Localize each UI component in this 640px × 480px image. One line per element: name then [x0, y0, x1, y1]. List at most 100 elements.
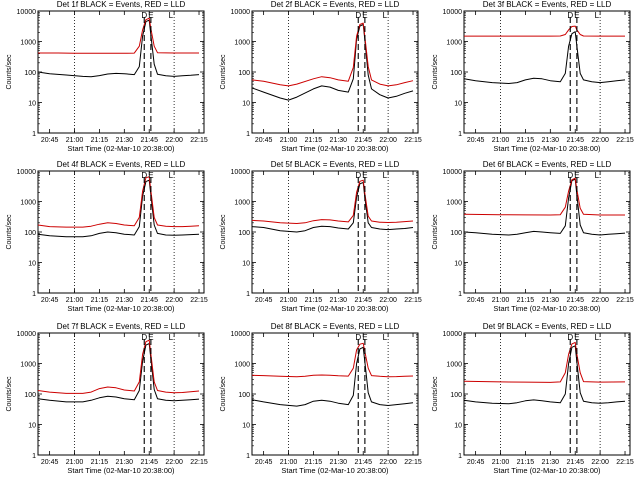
- x-tick-label: 21:30: [116, 297, 134, 304]
- y-tick-label: 100: [238, 392, 250, 399]
- marker-label-L: L: [383, 171, 388, 180]
- x-tick-label: 20:45: [41, 137, 59, 144]
- marker-label-D: D: [141, 11, 147, 20]
- y-tick-label: 100: [450, 392, 462, 399]
- x-tick-label: 21:15: [517, 459, 535, 466]
- marker-label-L: L: [595, 333, 600, 342]
- y-tick-label: 100: [450, 70, 462, 77]
- marker-label-E: E: [574, 11, 579, 20]
- x-tick-label: 21:00: [280, 459, 298, 466]
- y-tick-label: 10: [454, 423, 462, 430]
- y-axis-label: Counts/sec: [6, 214, 13, 250]
- x-tick-label: 20:45: [255, 297, 273, 304]
- events-series-line: [37, 19, 200, 78]
- x-tick-label: 21:45: [354, 459, 372, 466]
- x-tick-label: 21:00: [492, 459, 510, 466]
- chart-title: Det 3f BLACK = Events, RED = LLD: [483, 0, 612, 9]
- y-tick-label: 1: [246, 131, 250, 138]
- x-tick-label: 22:00: [379, 297, 397, 304]
- x-tick-label: 22:00: [591, 459, 609, 466]
- marker-label-D: D: [355, 333, 361, 342]
- x-tick-label: 21:45: [566, 137, 584, 144]
- chart-title: Det 2f BLACK = Events, RED = LLD: [271, 0, 400, 9]
- y-axis-label: Counts/sec: [6, 376, 13, 412]
- x-tick-label: 21:30: [116, 137, 134, 144]
- marker-label-L: L: [383, 11, 388, 20]
- y-tick-label: 10000: [443, 9, 463, 16]
- x-tick-label: 20:45: [467, 297, 485, 304]
- marker-label-L: L: [595, 11, 600, 20]
- chart-panel-8: Det 8f BLACK = Events, RED = LLD 1 10 100 10…: [220, 322, 422, 475]
- y-axis-label: Counts/sec: [220, 54, 227, 90]
- x-tick-label: 21:45: [140, 459, 158, 466]
- y-tick-label: 1: [32, 131, 36, 138]
- x-tick-label: 21:15: [305, 137, 323, 144]
- y-tick-label: 1000: [446, 200, 462, 207]
- x-axis-label: Start Time (02-Mar-10 20:38:00): [493, 466, 601, 475]
- x-tick-label: 22:00: [165, 459, 183, 466]
- y-tick-label: 10: [242, 261, 250, 268]
- y-tick-label: 1000: [234, 362, 250, 369]
- y-tick-label: 100: [24, 230, 36, 237]
- x-tick-label: 21:15: [91, 137, 109, 144]
- y-tick-label: 1: [458, 453, 462, 460]
- x-tick-label: 21:00: [66, 459, 84, 466]
- events-series-line: [463, 31, 626, 84]
- x-tick-label: 20:45: [255, 137, 273, 144]
- y-tick-label: 1: [32, 453, 36, 460]
- lld-series-line: [37, 339, 200, 394]
- x-tick-label: 20:45: [467, 137, 485, 144]
- y-tick-label: 10: [242, 423, 250, 430]
- lld-series-line: [464, 25, 625, 37]
- y-tick-label: 100: [24, 392, 36, 399]
- y-tick-label: 100: [450, 230, 462, 237]
- x-tick-label: 21:30: [116, 459, 134, 466]
- x-tick-label: 22:15: [616, 459, 634, 466]
- x-tick-label: 21:45: [140, 297, 158, 304]
- y-tick-label: 10000: [443, 169, 463, 176]
- marker-label-E: E: [148, 11, 153, 20]
- x-axis-label: Start Time (02-Mar-10 20:38:00): [67, 466, 175, 475]
- y-tick-label: 10000: [443, 331, 463, 338]
- y-axis-label: Counts/sec: [432, 214, 439, 250]
- chart-panel-1: Det 1f BLACK = Events, RED = LLD 1 10 100 10…: [6, 0, 208, 153]
- y-tick-label: 1: [32, 291, 36, 298]
- x-tick-label: 21:45: [566, 297, 584, 304]
- chart-panel-3: Det 3f BLACK = Events, RED = LLD 1 10 100 10…: [432, 0, 634, 153]
- x-axis-label: Start Time (02-Mar-10 20:38:00): [493, 144, 601, 153]
- x-tick-label: 22:00: [379, 137, 397, 144]
- chart-panel-2: Det 2f BLACK = Events, RED = LLD 1 10 100 10…: [220, 0, 422, 153]
- events-series-line: [37, 343, 200, 403]
- chart-title: Det 6f BLACK = Events, RED = LLD: [483, 160, 612, 169]
- events-series-line: [37, 179, 200, 238]
- chart-title: Det 5f BLACK = Events, RED = LLD: [271, 160, 400, 169]
- y-tick-label: 100: [24, 70, 36, 77]
- chart-title: Det 9f BLACK = Events, RED = LLD: [483, 322, 612, 331]
- chart-title: Det 7f BLACK = Events, RED = LLD: [57, 322, 186, 331]
- events-series-line: [251, 346, 414, 407]
- y-tick-label: 100: [238, 230, 250, 237]
- x-axis-label: Start Time (02-Mar-10 20:38:00): [67, 144, 175, 153]
- chart-panel-5: Det 5f BLACK = Events, RED = LLD 1 10 100 10…: [220, 160, 422, 313]
- lld-series-line: [37, 176, 200, 228]
- x-tick-label: 21:30: [542, 137, 560, 144]
- marker-label-E: E: [362, 11, 367, 20]
- lld-series-line: [38, 17, 199, 54]
- x-tick-label: 22:15: [190, 459, 208, 466]
- x-tick-label: 21:15: [91, 297, 109, 304]
- chart-title: Det 4f BLACK = Events, RED = LLD: [57, 160, 186, 169]
- x-tick-label: 22:15: [616, 137, 634, 144]
- x-tick-label: 22:00: [165, 297, 183, 304]
- x-tick-label: 21:00: [280, 297, 298, 304]
- chart-title: Det 8f BLACK = Events, RED = LLD: [271, 322, 400, 331]
- x-tick-label: 21:15: [517, 297, 535, 304]
- events-series-line: [251, 182, 414, 233]
- y-tick-label: 10000: [231, 9, 251, 16]
- x-axis-label: Start Time (02-Mar-10 20:38:00): [493, 304, 601, 313]
- marker-label-L: L: [169, 171, 174, 180]
- marker-label-L: L: [169, 11, 174, 20]
- x-axis-label: Start Time (02-Mar-10 20:38:00): [281, 466, 389, 475]
- marker-label-E: E: [362, 333, 367, 342]
- y-tick-label: 10000: [17, 331, 37, 338]
